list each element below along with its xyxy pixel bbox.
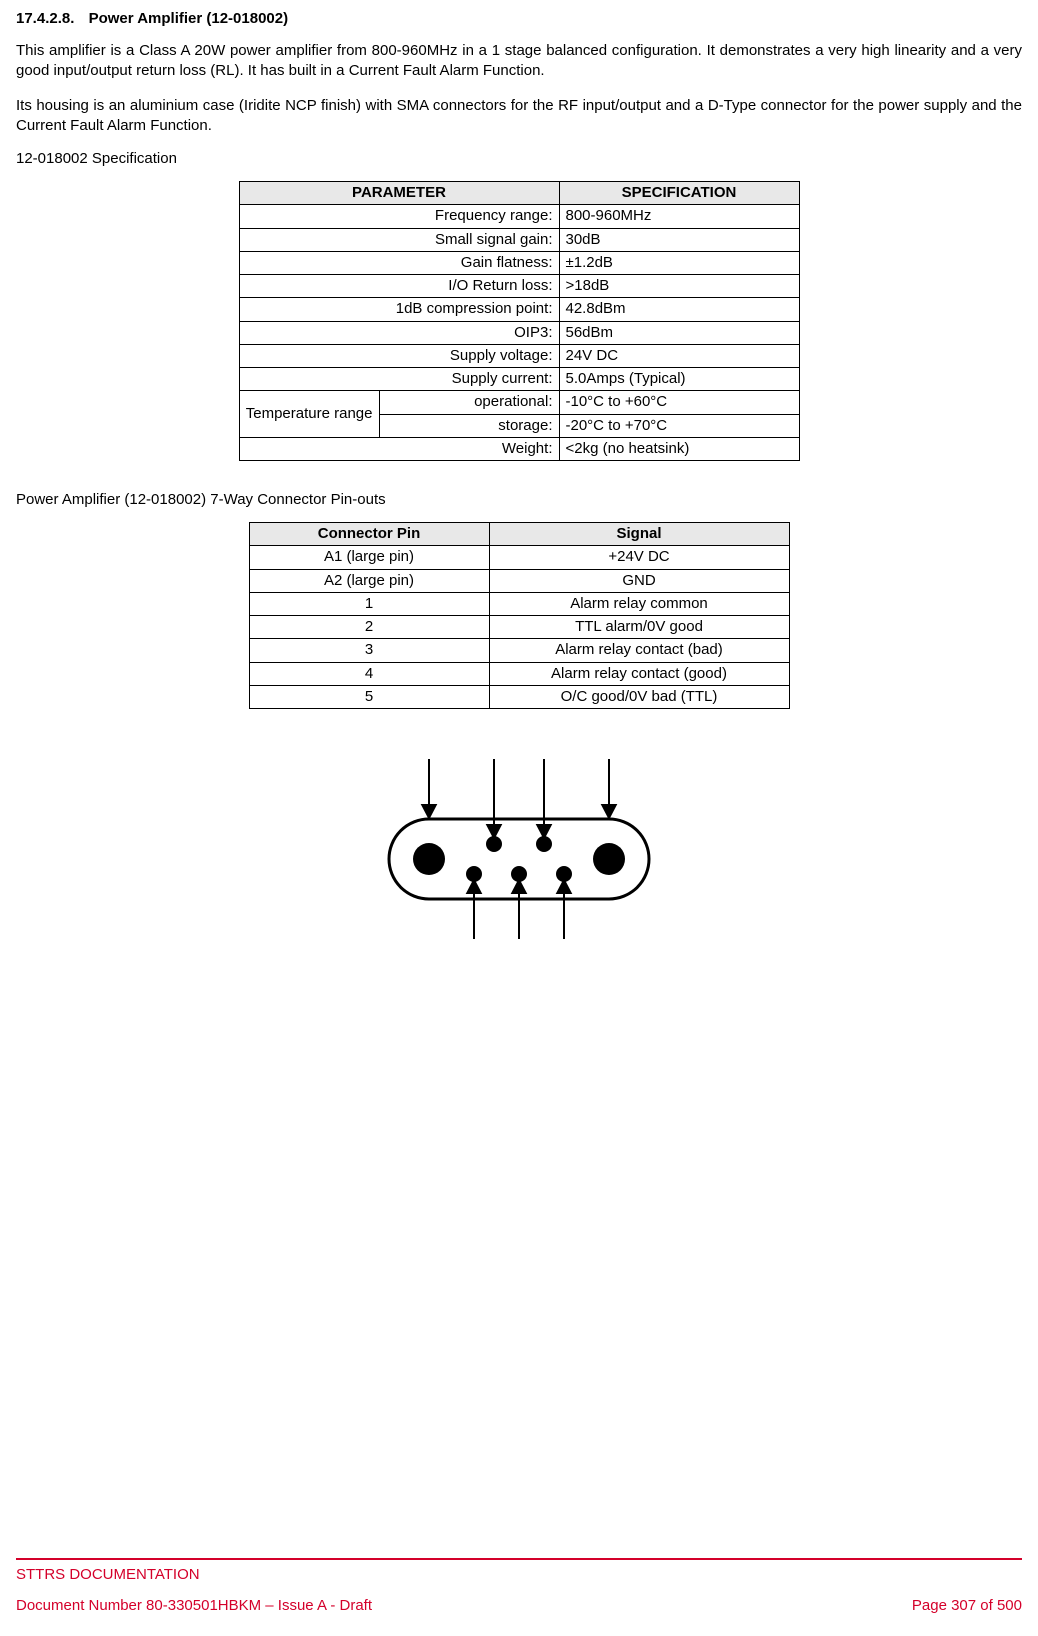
spec-header-param: PARAMETER (239, 182, 559, 205)
table-row: I/O Return loss:>18dB (239, 275, 799, 298)
connector-diagram (369, 739, 669, 949)
section-heading: 17.4.2.8. Power Amplifier (12-018002) (16, 10, 1022, 27)
spec-param: operational: (379, 391, 559, 414)
spec-param: Small signal gain: (239, 228, 559, 251)
spec-value: 5.0Amps (Typical) (559, 368, 799, 391)
page-footer: STTRS DOCUMENTATION Document Number 80-3… (16, 1558, 1022, 1614)
section-number: 17.4.2.8. (16, 10, 74, 27)
table-row: Small signal gain:30dB (239, 228, 799, 251)
spec-param: Supply current: (239, 368, 559, 391)
table-row: Supply current:5.0Amps (Typical) (239, 368, 799, 391)
spec-value: 42.8dBm (559, 298, 799, 321)
spec-value: 800-960MHz (559, 205, 799, 228)
spec-param: I/O Return loss: (239, 275, 559, 298)
pinout-header-pin: Connector Pin (249, 523, 489, 546)
spec-param: Gain flatness: (239, 251, 559, 274)
pinout-signal: TTL alarm/0V good (489, 616, 789, 639)
pinout-pin: A2 (large pin) (249, 569, 489, 592)
table-row: Frequency range:800-960MHz (239, 205, 799, 228)
spec-temp-label: Temperature range (239, 391, 379, 438)
footer-doc-number: Document Number 80-330501HBKM – Issue A … (16, 1597, 372, 1614)
table-row: A1 (large pin)+24V DC (249, 546, 789, 569)
spec-value: 30dB (559, 228, 799, 251)
pinout-pin: 1 (249, 592, 489, 615)
pinout-signal: Alarm relay common (489, 592, 789, 615)
table-row: 1dB compression point:42.8dBm (239, 298, 799, 321)
table-row: 1Alarm relay common (249, 592, 789, 615)
table-row: Supply voltage:24V DC (239, 344, 799, 367)
pinout-signal: Alarm relay contact (bad) (489, 639, 789, 662)
spec-value: -10°C to +60°C (559, 391, 799, 414)
pinout-pin: 4 (249, 662, 489, 685)
spec-param: storage: (379, 414, 559, 437)
spec-header-spec: SPECIFICATION (559, 182, 799, 205)
spec-value: 24V DC (559, 344, 799, 367)
spec-param: 1dB compression point: (239, 298, 559, 321)
pinout-pin: 5 (249, 685, 489, 708)
spec-value: 56dBm (559, 321, 799, 344)
pinout-table: Connector PinSignalA1 (large pin)+24V DC… (249, 522, 790, 709)
connector-diagram-wrap (16, 739, 1022, 953)
paragraph-2: Its housing is an aluminium case (Iridit… (16, 96, 1022, 137)
spec-value: -20°C to +70°C (559, 414, 799, 437)
spec-table: PARAMETERSPECIFICATIONFrequency range:80… (239, 181, 800, 461)
footer-title: STTRS DOCUMENTATION (16, 1566, 1022, 1583)
footer-rule (16, 1558, 1022, 1560)
pinout-pin: 2 (249, 616, 489, 639)
table-row: 5O/C good/0V bad (TTL) (249, 685, 789, 708)
spec-param: Weight: (239, 437, 559, 460)
spec-caption: 12-018002 Specification (16, 150, 1022, 167)
pinout-signal: +24V DC (489, 546, 789, 569)
spec-value: ±1.2dB (559, 251, 799, 274)
section-title: Power Amplifier (12-018002) (89, 10, 289, 27)
spec-param: Frequency range: (239, 205, 559, 228)
pinout-pin: A1 (large pin) (249, 546, 489, 569)
pinout-header-signal: Signal (489, 523, 789, 546)
pinout-signal: Alarm relay contact (good) (489, 662, 789, 685)
spec-value: >18dB (559, 275, 799, 298)
table-row: 2TTL alarm/0V good (249, 616, 789, 639)
table-row: Gain flatness:±1.2dB (239, 251, 799, 274)
spec-param: OIP3: (239, 321, 559, 344)
spec-value: <2kg (no heatsink) (559, 437, 799, 460)
table-row: OIP3:56dBm (239, 321, 799, 344)
table-row: 3Alarm relay contact (bad) (249, 639, 789, 662)
table-row: 4Alarm relay contact (good) (249, 662, 789, 685)
footer-page-number: Page 307 of 500 (912, 1597, 1022, 1614)
table-row: Temperature rangeoperational:-10°C to +6… (239, 391, 799, 414)
pinout-signal: O/C good/0V bad (TTL) (489, 685, 789, 708)
spec-param: Supply voltage: (239, 344, 559, 367)
paragraph-1: This amplifier is a Class A 20W power am… (16, 41, 1022, 82)
pinout-signal: GND (489, 569, 789, 592)
pinout-caption: Power Amplifier (12-018002) 7-Way Connec… (16, 491, 1022, 508)
pinout-pin: 3 (249, 639, 489, 662)
table-row: Weight:<2kg (no heatsink) (239, 437, 799, 460)
table-row: A2 (large pin)GND (249, 569, 789, 592)
